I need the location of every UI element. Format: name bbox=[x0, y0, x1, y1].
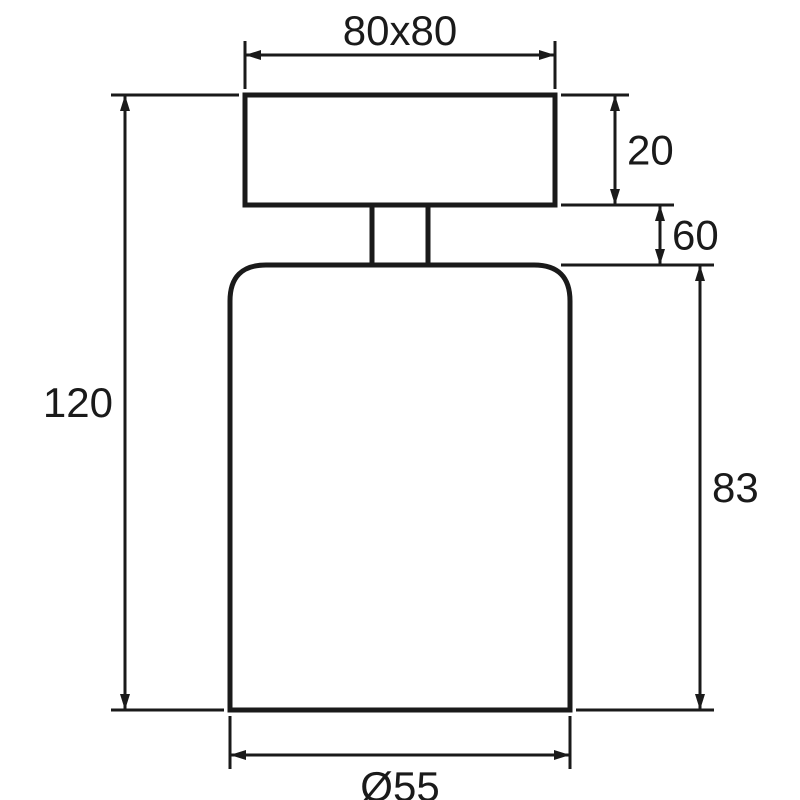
neck bbox=[372, 205, 428, 265]
dim-neck-h-label: 60 bbox=[672, 212, 719, 259]
cylinder-body bbox=[230, 265, 570, 710]
dim-total-h-label: 120 bbox=[43, 379, 113, 426]
mount-box bbox=[245, 95, 555, 205]
dim-cyl-h-label: 83 bbox=[712, 464, 759, 511]
dim-top-width-label: 80x80 bbox=[343, 7, 457, 54]
dim-diameter-label: Ø55 bbox=[360, 763, 439, 800]
dim-box-h-label: 20 bbox=[627, 127, 674, 174]
